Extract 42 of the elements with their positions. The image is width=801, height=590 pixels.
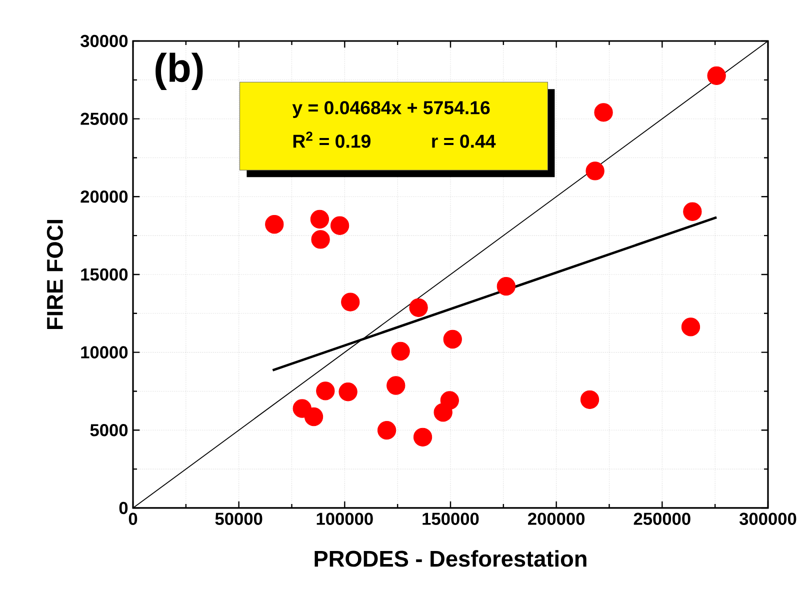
y-tick-label: 0 xyxy=(119,502,128,514)
point xyxy=(586,162,604,180)
point xyxy=(594,103,613,122)
x-tick-label: 250000 xyxy=(634,512,690,525)
point xyxy=(310,210,330,229)
y-tick-label: 15000 xyxy=(81,268,128,281)
annotation: y = 0.04684x + 5754.16 xyxy=(292,101,490,118)
point xyxy=(496,276,516,296)
point xyxy=(434,403,452,422)
point xyxy=(304,407,324,426)
y-tick-label: 10000 xyxy=(81,346,128,358)
point xyxy=(377,420,396,440)
point xyxy=(681,318,700,336)
x-tick-label: 50000 xyxy=(215,512,262,525)
point xyxy=(413,428,432,446)
annotation: r = 0.44 xyxy=(432,134,496,148)
point xyxy=(341,292,360,312)
point xyxy=(311,230,330,249)
x-tick-label: 150000 xyxy=(422,512,479,525)
annotation: R$^{2}$ = 0.19 xyxy=(293,132,370,148)
x-axis-title: PRODES - Desforestation xyxy=(314,550,586,567)
point xyxy=(391,342,410,361)
y-tick-label: 30000 xyxy=(80,34,128,48)
point xyxy=(338,382,358,402)
annotation: (b) xyxy=(156,52,203,90)
point xyxy=(265,215,284,234)
y-axis-title: FIRE FOCI xyxy=(46,220,63,329)
y-tick-label: 25000 xyxy=(80,112,128,125)
point xyxy=(316,382,335,400)
point xyxy=(580,390,600,409)
x-tick-label: 300000 xyxy=(739,512,796,525)
x-tick-label: 200000 xyxy=(528,512,585,525)
point xyxy=(443,330,462,349)
x-tick-label: 100000 xyxy=(316,512,373,525)
point xyxy=(330,216,350,235)
y-tick-label: 20000 xyxy=(80,190,128,203)
point xyxy=(409,298,428,317)
point xyxy=(386,376,406,395)
x-tick-label: 0 xyxy=(128,512,138,525)
y-tick-label: 5000 xyxy=(90,424,128,436)
point xyxy=(707,66,726,86)
point xyxy=(683,202,702,221)
